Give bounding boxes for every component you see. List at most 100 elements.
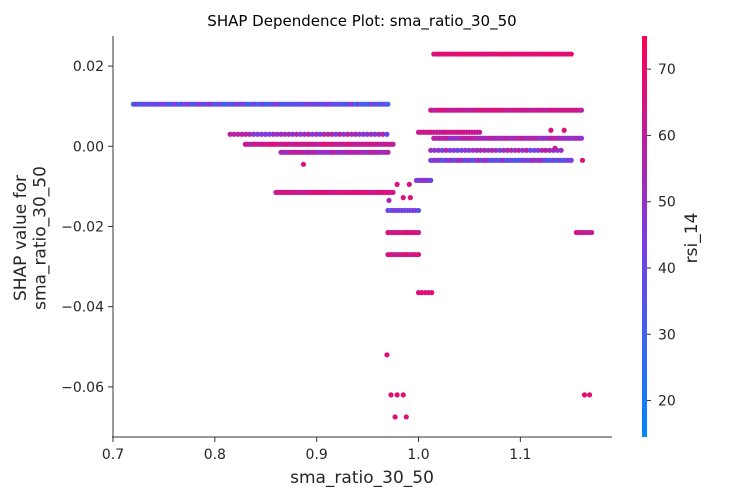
- scatter-point-129: [360, 131, 366, 137]
- scatter-point-656: [581, 392, 588, 398]
- y-tick-label-4: −0.06: [61, 380, 104, 396]
- scatter-point-465: [477, 129, 483, 135]
- scatter-point-650: [384, 352, 390, 358]
- x-tick-label-0: 0.7: [102, 447, 124, 463]
- scatter-point-535: [481, 147, 487, 153]
- scatter-point-546: [523, 147, 530, 153]
- scatter-point-542: [508, 147, 514, 153]
- colorbar-gradient: [642, 36, 647, 437]
- scatter-point-663: [386, 197, 392, 204]
- scatter-point-537: [489, 147, 495, 153]
- x-tick-label-3: 1.0: [407, 447, 429, 463]
- y-tick-label-0: 0.02: [73, 59, 104, 75]
- scatter-point-665: [548, 127, 554, 133]
- scatter-point-658: [300, 161, 307, 167]
- scatter-point-289: [390, 189, 396, 195]
- scatter-point-660: [406, 181, 412, 187]
- scatter-point-313: [415, 229, 422, 236]
- scatter-point-95: [227, 131, 233, 137]
- x-tick-label-4: 1.1: [509, 447, 531, 463]
- scatter-point-94: [385, 101, 391, 107]
- colorbar-tick-label-5: 70: [658, 62, 676, 78]
- scatter-point-530: [462, 147, 468, 153]
- scatter-point-638: [428, 177, 434, 183]
- scatter-point-111: [290, 131, 296, 137]
- scatter-point-239: [385, 149, 391, 155]
- scatter-point-103: [258, 131, 265, 137]
- scatter-point-100: [247, 131, 253, 137]
- scatter-point-662: [407, 195, 413, 201]
- scatter-point-659: [394, 181, 400, 187]
- x-axis: 0.7 0.8 0.9 1.0 1.1: [102, 436, 612, 463]
- scatter-point-522: [431, 147, 438, 153]
- colorbar-tick-label-4: 60: [658, 128, 676, 144]
- scatter-point-98: [239, 131, 245, 137]
- y-axis-label: SHAP value forsma_ratio_30_50: [11, 166, 51, 310]
- colorbar-tick-label-0: 20: [658, 394, 676, 410]
- scatter-points: [130, 51, 595, 420]
- scatter-point-527: [451, 147, 457, 153]
- colorbar-label: rsi_14: [682, 213, 702, 264]
- scatter-point-116: [309, 131, 315, 137]
- scatter-point-122: [333, 131, 339, 137]
- scatter-point-654: [392, 414, 398, 420]
- y-axis: 0.02 0.00 −0.02 −0.04 −0.06: [61, 36, 114, 437]
- scatter-point-127: [352, 131, 359, 137]
- scatter-point-440: [578, 107, 585, 113]
- scatter-point-115: [305, 131, 312, 137]
- scatter-point-117: [313, 131, 319, 137]
- scatter-point-549: [535, 147, 541, 153]
- scatter-point-102: [254, 131, 261, 137]
- scatter-point-541: [504, 147, 511, 153]
- scatter-point-657: [587, 392, 593, 398]
- scatter-point-655: [403, 414, 409, 420]
- scatter-point-550: [539, 147, 545, 153]
- scatter-point-124: [341, 131, 347, 137]
- scatter-point-652: [394, 392, 400, 398]
- scatter-point-119: [321, 131, 327, 137]
- y-tick-label-3: −0.04: [61, 300, 104, 316]
- scatter-point-538: [493, 147, 499, 153]
- scatter-point-106: [270, 131, 276, 137]
- scatter-point-548: [531, 147, 537, 153]
- scatter-point-664: [384, 131, 390, 137]
- scatter-point-133: [376, 131, 382, 137]
- scatter-point-525: [443, 147, 449, 153]
- scatter-point-520: [578, 135, 585, 141]
- scatter-point-653: [400, 392, 406, 398]
- scatter-point-107: [274, 131, 280, 137]
- scatter-point-97: [235, 131, 241, 137]
- scatter-point-105: [266, 131, 272, 137]
- scatter-point-113: [298, 131, 304, 137]
- scatter-point-121: [329, 131, 335, 137]
- scatter-point-539: [497, 147, 503, 153]
- colorbar-tick-label-3: 50: [658, 195, 676, 211]
- scatter-point-526: [447, 147, 453, 153]
- scatter-point-551: [543, 147, 549, 153]
- scatter-point-126: [348, 131, 355, 137]
- scatter-point-540: [500, 147, 507, 153]
- scatter-point-666: [561, 127, 567, 133]
- chart-title: SHAP Dependence Plot: sma_ratio_30_50: [207, 12, 516, 31]
- scatter-point-118: [317, 131, 323, 137]
- scatter-point-194: [390, 141, 396, 147]
- scatter-point-630: [568, 157, 574, 163]
- scatter-point-301: [415, 207, 422, 214]
- scatter-point-521: [428, 147, 434, 153]
- scatter-point-536: [485, 147, 491, 153]
- scatter-point-128: [356, 131, 362, 137]
- colorbar-ticks: 20 30 40 50 60 70: [647, 62, 676, 410]
- scatter-point-532: [470, 147, 476, 153]
- colorbar-tick-label-2: 40: [658, 261, 676, 277]
- scatter-point-131: [368, 131, 374, 137]
- scatter-point-123: [337, 131, 343, 137]
- scatter-point-114: [301, 131, 308, 137]
- scatter-point-661: [400, 195, 406, 201]
- x-tick-label-1: 0.8: [204, 447, 226, 463]
- scatter-point-643: [429, 290, 435, 296]
- colorbar: 20 30 40 50 60 70 rsi_14: [642, 36, 702, 437]
- scatter-point-668: [552, 145, 558, 151]
- x-axis-label: sma_ratio_30_50: [290, 468, 434, 488]
- scatter-point-134: [380, 131, 386, 137]
